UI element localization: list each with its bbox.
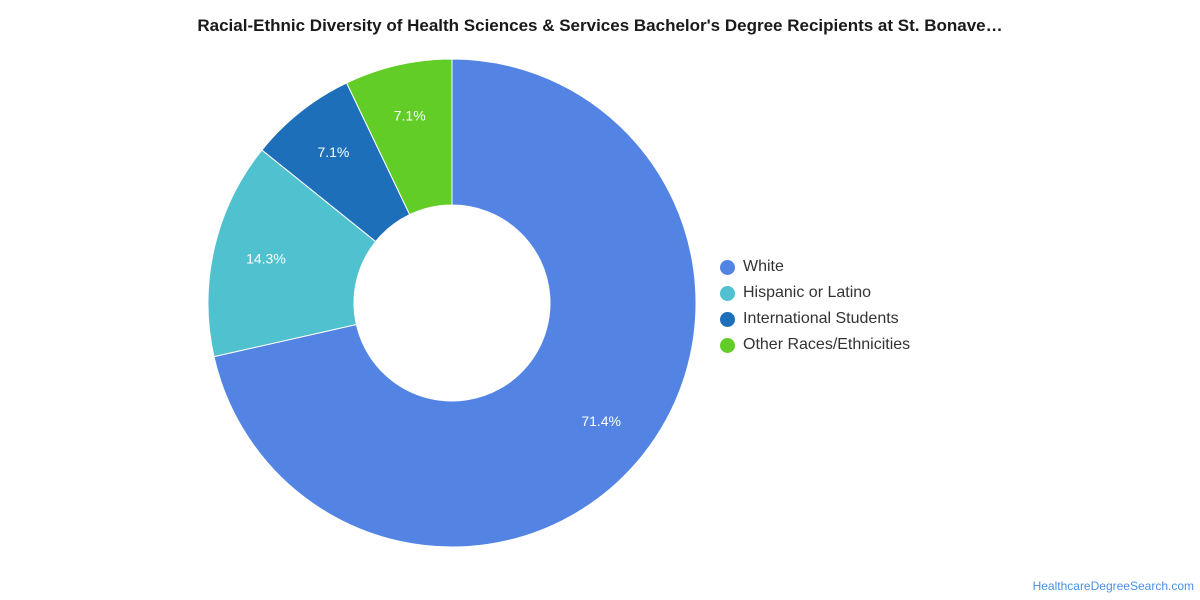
legend-label: International Students [743,310,899,327]
slice-hispanic-or-latino[interactable] [207,149,377,358]
donut-slices [207,58,697,548]
legend-swatch [720,259,735,275]
chart-legend: White Hispanic or Latino International Stu… [720,254,910,358]
legend-item-white[interactable]: White [720,254,910,280]
donut-slice-labels: 71.4% 14.3% 7.1% 7.1% [246,107,621,429]
legend-label: Other Races/Ethnicities [743,336,911,353]
slice-other-races-ethnicities[interactable] [345,58,453,216]
legend-item-other-races-ethnicities[interactable]: Other Races/Ethnicities [720,332,910,358]
legend-swatch [720,337,735,353]
slice-label-white: 71.4% [581,413,621,429]
legend-label: Hispanic or Latino [743,284,872,301]
legend-swatch [720,311,735,327]
legend-label: White [743,258,784,275]
slice-label-hispanic-or-latino: 14.3% [246,251,286,267]
slice-label-other-races-ethnicities: 7.1% [394,107,426,123]
chart-title: Racial-Ethnic Diversity of Health Scienc… [197,16,1003,35]
source-link[interactable]: HealthcareDegreeSearch.com [1032,579,1194,593]
slice-white[interactable] [213,58,697,548]
legend-item-international-students[interactable]: International Students [720,306,910,332]
slice-label-international-students: 7.1% [317,144,349,160]
legend-item-hispanic-or-latino[interactable]: Hispanic or Latino [720,280,910,306]
legend-swatch [720,285,735,301]
